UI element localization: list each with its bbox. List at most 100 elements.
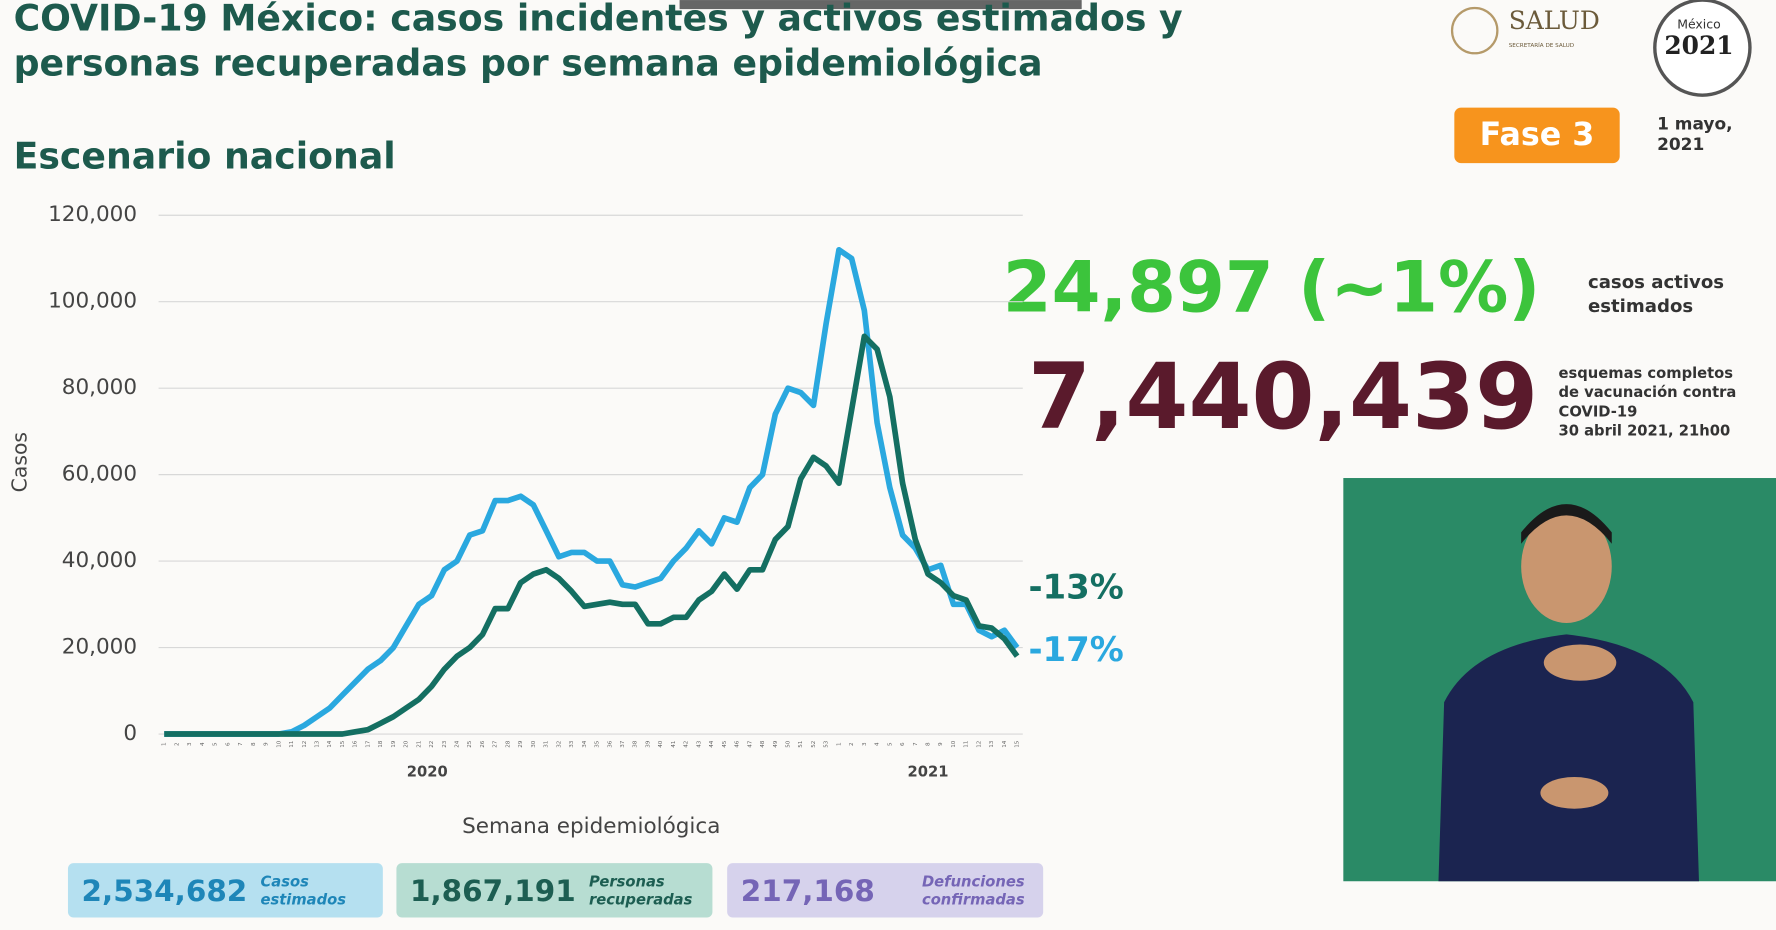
x-tick-label: 16: [353, 740, 359, 748]
x-tick-label: 10: [276, 740, 282, 748]
x-tick-label: 9: [264, 742, 270, 746]
x-tick-label: 14: [327, 740, 333, 748]
interpreter-video: [1343, 478, 1776, 882]
x-tick-label: 12: [976, 740, 982, 748]
logo-text: SALUD: [1509, 6, 1600, 35]
seal: [1450, 6, 1499, 55]
x-group-label: 2021: [908, 764, 949, 781]
x-tick-label: 4: [875, 742, 881, 746]
title-line: personas recuperadas por semana epidemio…: [14, 42, 1043, 85]
x-tick-label: 28: [505, 740, 511, 748]
logo-subtext: SECRETARÍA DE SALUD: [1509, 42, 1575, 49]
total-value: 1,867,191: [410, 874, 576, 908]
date: 2021: [1657, 135, 1704, 155]
vaccination-label: 30 abril 2021, 21h00: [1559, 423, 1731, 440]
x-tick-label: 11: [964, 740, 970, 748]
badge-year: 2021: [1664, 31, 1733, 60]
x-tick-label: 42: [684, 740, 690, 748]
y-tick-label: 60,000: [62, 462, 137, 487]
y-tick-label: 40,000: [62, 548, 137, 573]
x-tick-label: 43: [696, 740, 702, 748]
x-tick-label: 47: [747, 740, 753, 748]
x-tick-label: 12: [302, 740, 308, 748]
top-bar: [679, 0, 1082, 10]
vaccination-count: 7,440,439: [1028, 345, 1538, 450]
x-tick-label: 14: [1002, 740, 1008, 748]
head: [1521, 509, 1612, 624]
x-tick-label: 2: [174, 742, 180, 746]
x-tick-label: 20: [404, 740, 410, 748]
x-tick-label: 6: [225, 742, 231, 746]
x-tick-label: 49: [773, 740, 779, 748]
x-tick-label: 51: [798, 740, 804, 748]
x-tick-label: 8: [251, 742, 257, 746]
x-tick-label: 5: [887, 742, 893, 746]
total-label: confirmadas: [922, 892, 1025, 909]
vaccination-label: esquemas completos: [1559, 365, 1734, 382]
total-box: [727, 863, 1044, 918]
x-tick-label: 19: [391, 740, 397, 748]
x-tick-label: 36: [607, 740, 613, 748]
active-label: estimados: [1588, 296, 1693, 317]
x-tick-label: 26: [480, 740, 486, 748]
y-tick-label: 20,000: [62, 635, 137, 660]
x-tick-label: 39: [645, 740, 651, 748]
x-tick-label: 48: [760, 740, 766, 748]
subtitle: Escenario nacional: [14, 135, 396, 178]
totals: 2,534,682 Casos estimados 1,867,191 Personas…: [67, 863, 1044, 918]
x-tick-label: 8: [926, 742, 932, 746]
x-tick-label: 31: [544, 740, 550, 748]
annotation: -13%: [1028, 568, 1123, 608]
x-tick-label: 23: [442, 740, 448, 748]
total-value: 2,534,682: [82, 874, 248, 908]
title-line: COVID-19 México: casos incidentes y acti…: [14, 0, 1183, 39]
active-cases: 24,897 (~1%): [1003, 246, 1541, 328]
x-tick-label: 45: [722, 740, 728, 748]
total-value: 217,168: [741, 874, 875, 908]
x-tick-label: 9: [938, 742, 944, 746]
x-tick-label: 29: [518, 740, 524, 748]
x-tick-label: 53: [824, 740, 830, 748]
x-tick-label: 13: [989, 740, 995, 748]
x-tick-label: 27: [493, 740, 499, 748]
x-tick-label: 4: [200, 742, 206, 746]
x-tick-label: 15: [1015, 740, 1021, 748]
series-line: [164, 333, 1020, 737]
x-tick-label: 52: [811, 740, 817, 748]
active-label: casos activos: [1588, 272, 1724, 293]
y-tick-label: 100,000: [48, 289, 137, 314]
hand: [1543, 644, 1617, 681]
badge: [1653, 0, 1752, 97]
x-tick-label: 2: [849, 742, 855, 746]
x-tick-label: 30: [531, 740, 537, 748]
total-label: Casos: [261, 873, 310, 890]
y-tick-label: 120,000: [48, 202, 137, 227]
total-label: estimados: [261, 892, 347, 909]
phase-badge: [1454, 107, 1620, 164]
hair: [1521, 504, 1612, 544]
vaccination-label: de vacunación contra: [1559, 384, 1737, 401]
vaccination-label: COVID-19: [1559, 403, 1638, 420]
total-label: Defunciones: [922, 873, 1025, 890]
x-tick-label: 22: [429, 740, 435, 748]
x-tick-label: 50: [785, 740, 791, 748]
x-tick-label: 1: [836, 742, 842, 746]
total-label: recuperadas: [589, 892, 693, 909]
x-tick-label: 33: [569, 740, 575, 748]
x-tick-label: 32: [556, 740, 562, 748]
y-axis-label: Casos: [7, 432, 31, 492]
x-tick-label: 7: [913, 742, 919, 746]
x-tick-label: 37: [620, 740, 626, 748]
x-tick-label: 18: [378, 740, 384, 748]
x-tick-label: 24: [455, 740, 461, 748]
y-tick-label: 80,000: [62, 375, 137, 400]
x-tick-label: 25: [467, 740, 473, 748]
date: 1 mayo,: [1657, 115, 1733, 135]
phase: Fase 3: [1480, 117, 1595, 153]
x-tick-label: 11: [289, 740, 295, 748]
x-tick-label: 6: [900, 742, 906, 746]
x-tick-label: 38: [633, 740, 639, 748]
total-label: Personas: [589, 873, 665, 890]
x-group-label: 2020: [407, 764, 448, 781]
